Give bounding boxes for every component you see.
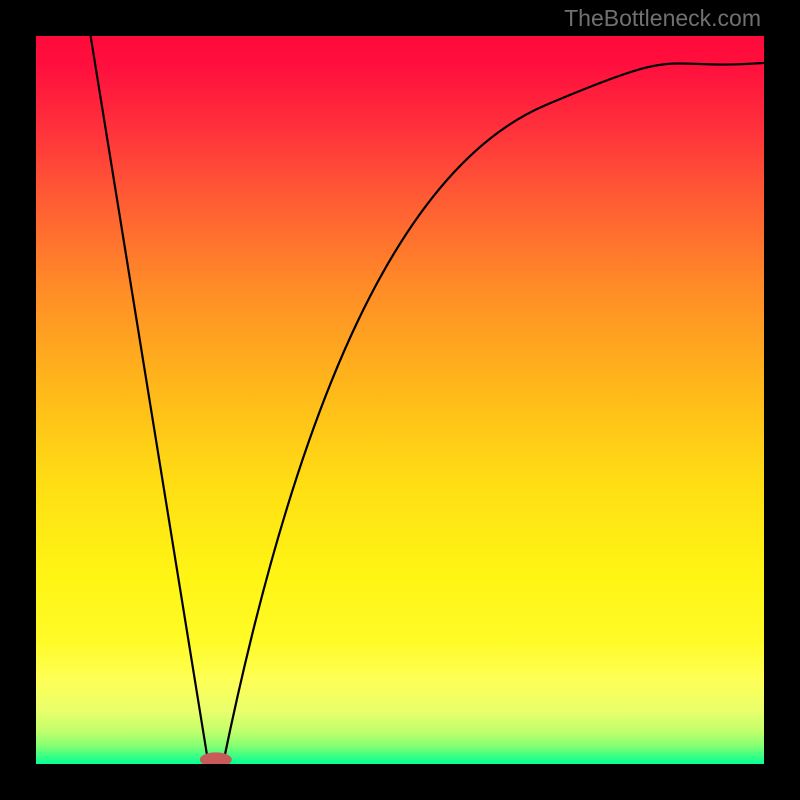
watermark-text: TheBottleneck.com — [564, 5, 761, 32]
border-left — [0, 0, 36, 800]
curve-layer — [0, 0, 800, 800]
border-bottom — [0, 764, 800, 800]
chart-frame: TheBottleneck.com — [0, 0, 800, 800]
curve-right-segment — [224, 63, 764, 760]
border-right — [764, 0, 800, 800]
curve-left-segment — [91, 36, 208, 760]
